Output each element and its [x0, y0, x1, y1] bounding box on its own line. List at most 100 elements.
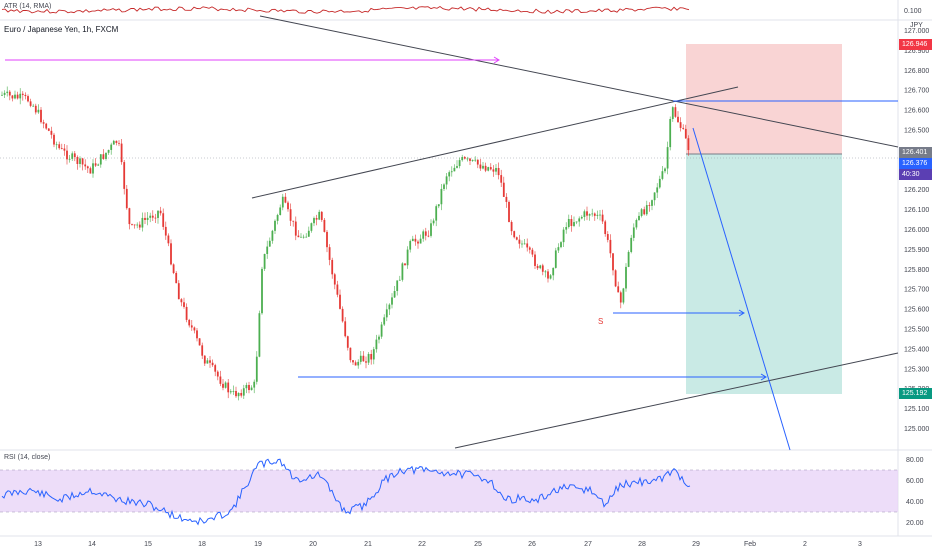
time-tick-label: 15 [144, 541, 152, 548]
stop-loss-zone[interactable] [686, 44, 842, 154]
sell-signal-label: S [598, 317, 604, 326]
candle-body [557, 247, 560, 251]
candle-body [224, 382, 227, 388]
candle-body [71, 153, 74, 159]
candle-body [398, 279, 401, 281]
candle-body [307, 230, 310, 237]
candle-body [450, 171, 453, 173]
candle-body [89, 168, 92, 174]
price-tick-label: 125.600 [904, 307, 929, 314]
candle-body [328, 247, 331, 260]
candle-body [21, 93, 24, 95]
candle-body [242, 388, 245, 396]
candle-body [81, 158, 84, 165]
price-tick-label: 126.500 [904, 128, 929, 135]
take-profit-zone[interactable] [686, 154, 842, 394]
candle-body [310, 223, 313, 231]
time-tick-label: 25 [474, 541, 482, 548]
candle-body [84, 164, 87, 167]
time-tick-label: 14 [88, 541, 96, 548]
price-tick-label: 127.000 [904, 28, 929, 35]
candle-body [544, 271, 547, 273]
candle-body [653, 192, 656, 201]
candle-body [539, 265, 542, 269]
candle-body [58, 144, 61, 149]
candle-body [687, 138, 690, 151]
candle-body [76, 157, 79, 164]
candle-body [159, 210, 162, 214]
price-tick-label: 125.100 [904, 406, 929, 413]
candle-body [515, 237, 518, 240]
candle-body [588, 214, 591, 216]
time-axis[interactable]: 13 14 15 18 19 20 21 22 25 26 27 28 29 Feb 2 3 [34, 541, 862, 548]
candle-body [661, 171, 664, 179]
candle-body [131, 224, 133, 225]
candle-body [50, 130, 53, 135]
target-price-tag: 125.192 [899, 388, 932, 399]
candle-body [133, 224, 136, 226]
candle-body [596, 214, 599, 216]
price-axis[interactable]: 127.000 126.900 126.800 126.700 126.600 126.5… [904, 28, 929, 433]
candle-body [331, 259, 334, 275]
candle-body [570, 219, 573, 226]
candles [1, 86, 690, 401]
candle-body [562, 229, 565, 243]
candle-body [302, 236, 305, 238]
time-tick-label: 26 [528, 541, 536, 548]
candle-body [513, 231, 516, 238]
candle-body [198, 338, 201, 346]
candle-body [526, 243, 529, 248]
candle-body [502, 182, 505, 197]
candle-body [53, 134, 55, 145]
candle-body [248, 384, 250, 391]
candle-body [505, 196, 508, 202]
trendline-upper[interactable] [259, 15, 899, 148]
rsi-band [0, 470, 898, 512]
price-tick-label: 126.600 [904, 108, 929, 115]
candle-body [261, 268, 263, 314]
candle-body [370, 353, 373, 360]
candle-body [648, 205, 651, 206]
candle-body [417, 241, 419, 244]
candle-body [666, 147, 669, 169]
candle-body [352, 360, 354, 363]
candle-body [268, 240, 271, 247]
candle-body [617, 286, 620, 293]
atr-title: ATR (14, RMA) [4, 3, 52, 10]
candle-body [461, 157, 464, 161]
trendline-channel-top[interactable] [251, 86, 739, 199]
candle-body [656, 187, 659, 193]
candle-body [424, 231, 427, 236]
rsi-axis[interactable]: 80.00 60.00 40.00 20.00 [906, 457, 924, 527]
candle-body [6, 91, 9, 93]
candle-body [359, 355, 362, 362]
projection-line[interactable] [692, 127, 791, 451]
candle-body [445, 176, 448, 185]
candle-body [560, 242, 562, 248]
candle-body [669, 119, 672, 148]
candle-body [609, 239, 612, 254]
candle-body [55, 144, 58, 146]
trendline-lower[interactable] [454, 352, 899, 449]
candle-body [24, 94, 27, 97]
candle-body [531, 249, 534, 255]
candle-body [177, 283, 180, 300]
symbol-title[interactable]: Euro / Japanese Yen, 1h, FXCM [4, 25, 119, 34]
candle-body [281, 196, 284, 208]
candle-body [34, 105, 37, 113]
candle-body [635, 220, 638, 228]
candle-body [469, 158, 471, 161]
candle-body [94, 163, 97, 166]
candle-body [435, 206, 438, 221]
candle-body [580, 216, 583, 219]
price-tick-label: 125.300 [904, 366, 929, 373]
candle-body [144, 217, 146, 220]
candle-body [606, 234, 609, 240]
candle-body [380, 324, 383, 337]
candle-body [593, 213, 596, 216]
candle-body [107, 149, 110, 153]
candle-body [362, 355, 365, 362]
candle-body [567, 219, 570, 228]
candle-body [318, 211, 321, 220]
